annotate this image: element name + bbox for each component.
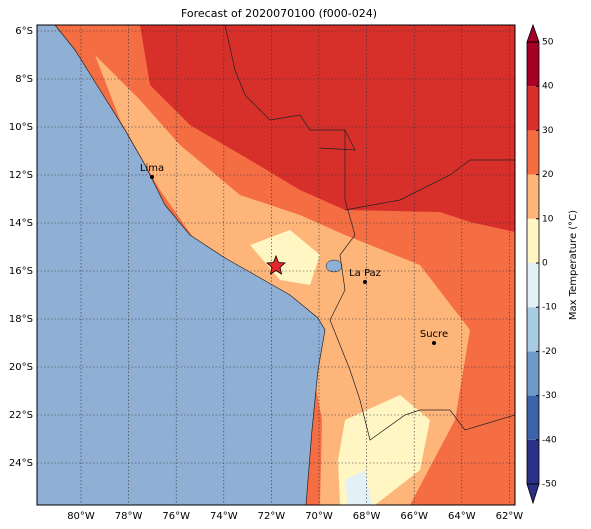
city-marker xyxy=(150,175,154,179)
colorbar-tick-label: -40 xyxy=(542,435,557,445)
map-area xyxy=(37,25,515,505)
lat-label: 12°S xyxy=(9,170,33,181)
city-label: La Paz xyxy=(349,268,381,279)
colorbar-band xyxy=(527,174,539,219)
colorbar-band xyxy=(527,263,539,308)
city-label: Lima xyxy=(140,163,164,174)
colorbar-tick-label: -20 xyxy=(542,347,557,357)
colorbar: -50 -40 -30 -20 -10 0 10 20 30 40 50 xyxy=(526,23,557,505)
colorbar-tick-label: 0 xyxy=(542,259,548,269)
colorbar-tick-label: -50 xyxy=(542,480,557,490)
colorbar-extend-high xyxy=(526,23,540,43)
lon-label: 70°W xyxy=(305,511,333,522)
colorbar-band xyxy=(527,130,539,175)
border xyxy=(319,129,356,151)
lat-label: 24°S xyxy=(9,458,33,469)
mild-region xyxy=(250,230,320,285)
colorbar-label: Max Temperature (°C) xyxy=(568,210,579,320)
colorbar-band xyxy=(527,307,539,352)
lon-label: 62°W xyxy=(496,511,524,522)
lat-label: 20°S xyxy=(9,362,33,373)
lon-label: 80°W xyxy=(67,511,95,522)
lon-label: 66°W xyxy=(400,511,428,522)
lon-label: 72°W xyxy=(258,511,286,522)
lon-label: 76°W xyxy=(162,511,190,522)
lon-label: 64°W xyxy=(448,511,476,522)
location-star xyxy=(266,254,286,275)
border xyxy=(224,25,515,441)
graticule xyxy=(37,25,515,505)
lat-label: 18°S xyxy=(9,314,33,325)
lon-label: 78°W xyxy=(115,511,143,522)
colorbar-extend-low xyxy=(526,483,540,505)
colorbar-tick-label: -30 xyxy=(542,391,557,401)
colorbar-band xyxy=(527,439,539,484)
lat-label: 10°S xyxy=(9,122,33,133)
colorbar-tick-label: 40 xyxy=(542,82,554,92)
hot-region xyxy=(140,25,515,232)
ocean xyxy=(37,25,326,505)
title: Forecast of 2020070100 (f000-024) xyxy=(181,7,377,20)
lat-label: 6°S xyxy=(15,26,33,37)
colorbar-band xyxy=(527,86,539,131)
colorbar-tick-label: 20 xyxy=(542,170,554,180)
colorbar-tick-label: 50 xyxy=(542,38,554,48)
colorbar-band xyxy=(527,351,539,396)
lat-label: 8°S xyxy=(15,74,33,85)
city-marker xyxy=(363,280,367,284)
colorbar-tick-label: 30 xyxy=(542,126,554,136)
map-frame xyxy=(36,24,516,506)
city-marker xyxy=(432,341,436,345)
lake xyxy=(325,259,343,273)
lon-label: 74°W xyxy=(210,511,238,522)
city-label: Sucre xyxy=(420,329,448,340)
colorbar-band xyxy=(527,395,539,440)
colorbar-band xyxy=(527,218,539,263)
lon-label: 68°W xyxy=(353,511,381,522)
colorbar-tick-label: -10 xyxy=(542,303,557,313)
cool-region xyxy=(345,470,372,505)
colorbar-tick-label: 10 xyxy=(542,214,554,224)
lat-label: 14°S xyxy=(9,218,33,229)
lat-label: 16°S xyxy=(9,266,33,277)
colorbar-band xyxy=(527,42,539,87)
lat-label: 22°S xyxy=(9,410,33,421)
cities: Lima La Paz Sucre xyxy=(140,163,448,345)
